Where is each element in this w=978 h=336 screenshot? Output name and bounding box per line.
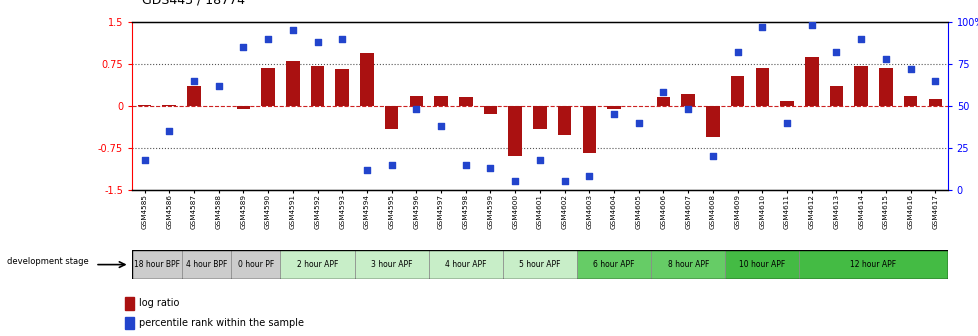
Point bbox=[729, 49, 744, 55]
Bar bbox=[533, 106, 546, 129]
Text: 5 hour APF: 5 hour APF bbox=[518, 260, 560, 269]
Point bbox=[359, 167, 375, 172]
Bar bbox=[576, 250, 650, 279]
Point bbox=[827, 49, 843, 55]
Text: percentile rank within the sample: percentile rank within the sample bbox=[139, 318, 304, 328]
Point bbox=[877, 56, 893, 61]
Point bbox=[186, 78, 201, 83]
Text: 4 hour APF: 4 hour APF bbox=[445, 260, 486, 269]
Bar bbox=[730, 76, 743, 106]
Text: 3 hour APF: 3 hour APF bbox=[371, 260, 412, 269]
Bar bbox=[360, 53, 374, 106]
Bar bbox=[650, 250, 725, 279]
Point bbox=[383, 162, 399, 167]
Text: 6 hour APF: 6 hour APF bbox=[593, 260, 634, 269]
Point bbox=[433, 123, 449, 129]
Bar bbox=[804, 57, 818, 106]
Bar bbox=[799, 250, 947, 279]
Bar bbox=[124, 297, 134, 310]
Point bbox=[704, 154, 720, 159]
Bar bbox=[705, 106, 719, 137]
Bar bbox=[310, 66, 324, 106]
Text: 2 hour APF: 2 hour APF bbox=[296, 260, 337, 269]
Point bbox=[630, 120, 645, 125]
Bar bbox=[854, 66, 867, 106]
Point bbox=[754, 24, 770, 30]
Bar bbox=[124, 317, 134, 329]
Point bbox=[161, 128, 177, 134]
Bar bbox=[755, 68, 769, 106]
Text: 18 hour BPF: 18 hour BPF bbox=[134, 260, 180, 269]
Bar bbox=[428, 250, 503, 279]
Bar bbox=[280, 250, 354, 279]
Bar bbox=[656, 97, 670, 106]
Bar bbox=[354, 250, 428, 279]
Bar bbox=[903, 96, 916, 106]
Bar bbox=[878, 68, 892, 106]
Point bbox=[507, 179, 522, 184]
Text: development stage: development stage bbox=[7, 257, 88, 266]
Text: log ratio: log ratio bbox=[139, 298, 179, 308]
Bar bbox=[231, 250, 280, 279]
Point bbox=[458, 162, 473, 167]
Bar bbox=[286, 61, 299, 106]
Bar bbox=[187, 86, 200, 106]
Point bbox=[285, 28, 300, 33]
Bar bbox=[459, 97, 472, 106]
Point bbox=[236, 44, 251, 50]
Point bbox=[680, 107, 695, 112]
Point bbox=[482, 165, 498, 171]
Bar bbox=[828, 86, 842, 106]
Point bbox=[137, 157, 153, 162]
Text: 10 hour APF: 10 hour APF bbox=[738, 260, 784, 269]
Point bbox=[556, 179, 572, 184]
Text: 4 hour BPF: 4 hour BPF bbox=[186, 260, 227, 269]
Bar bbox=[409, 96, 422, 106]
Text: 0 hour PF: 0 hour PF bbox=[238, 260, 274, 269]
Point bbox=[605, 112, 621, 117]
Text: 12 hour APF: 12 hour APF bbox=[850, 260, 896, 269]
Point bbox=[309, 39, 325, 45]
Bar bbox=[681, 93, 694, 106]
Bar bbox=[508, 106, 521, 156]
Bar bbox=[132, 250, 181, 279]
Bar bbox=[237, 106, 250, 109]
Bar bbox=[181, 250, 231, 279]
Bar bbox=[335, 70, 349, 106]
Point bbox=[853, 36, 868, 41]
Bar bbox=[779, 101, 793, 106]
Bar bbox=[138, 105, 152, 106]
Point bbox=[926, 78, 942, 83]
Point bbox=[581, 174, 597, 179]
Point bbox=[260, 36, 276, 41]
Point bbox=[902, 66, 917, 72]
Bar bbox=[582, 106, 596, 154]
Text: 8 hour APF: 8 hour APF bbox=[667, 260, 708, 269]
Bar bbox=[434, 96, 447, 106]
Point bbox=[532, 157, 548, 162]
Point bbox=[210, 83, 226, 88]
Bar bbox=[725, 250, 799, 279]
Point bbox=[803, 23, 819, 28]
Bar bbox=[384, 106, 398, 129]
Bar bbox=[557, 106, 571, 135]
Bar bbox=[162, 105, 176, 106]
Bar bbox=[927, 99, 941, 106]
Point bbox=[334, 36, 350, 41]
Bar bbox=[503, 250, 576, 279]
Point bbox=[408, 107, 423, 112]
Bar bbox=[606, 106, 620, 109]
Bar bbox=[483, 106, 497, 114]
Point bbox=[778, 120, 794, 125]
Text: GDS443 / 18774: GDS443 / 18774 bbox=[142, 0, 244, 7]
Point bbox=[655, 90, 671, 95]
Bar bbox=[261, 68, 275, 106]
